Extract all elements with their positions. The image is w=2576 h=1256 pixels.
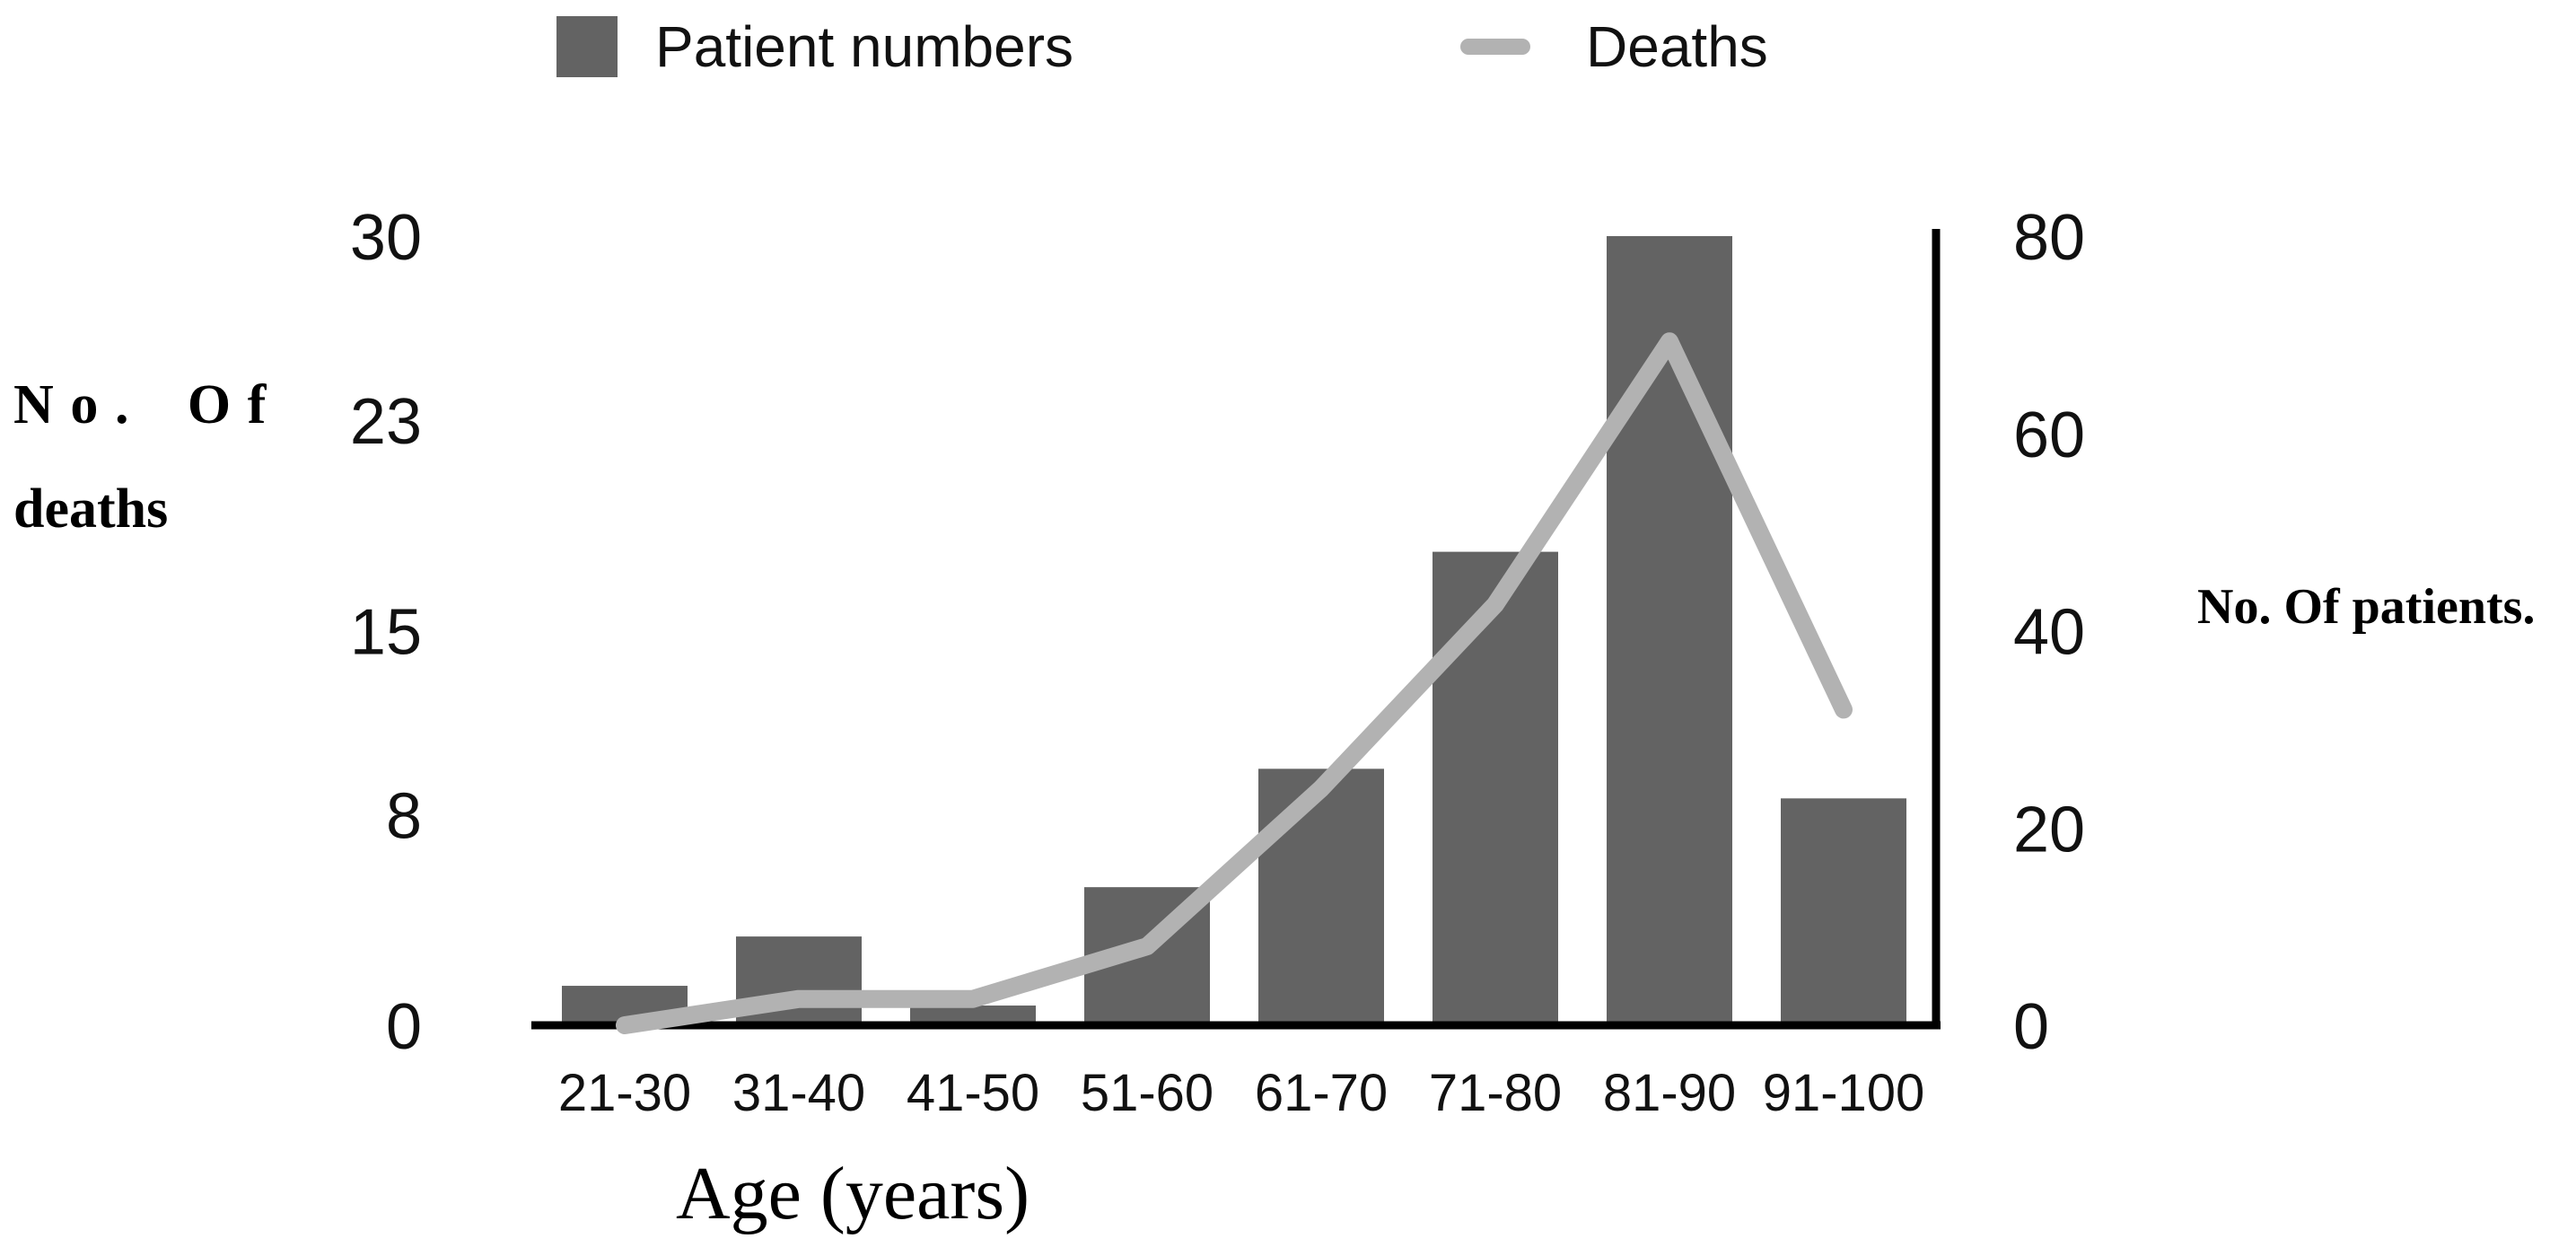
left-axis-title-word2: Of bbox=[187, 374, 283, 435]
x-axis-tick-31-40: 31-40 bbox=[732, 1064, 865, 1122]
deaths-line-swatch-icon bbox=[1460, 39, 1530, 55]
bar-71-80 bbox=[1433, 551, 1558, 1025]
x-axis-tick-51-60: 51-60 bbox=[1081, 1064, 1214, 1122]
legend-label-patients: Patient numbers bbox=[655, 14, 1074, 79]
right-axis-tick-0: 0 bbox=[2013, 991, 2049, 1063]
x-axis-tick-81-90: 81-90 bbox=[1603, 1064, 1736, 1122]
right-axis-tick-40: 40 bbox=[2013, 597, 2085, 669]
legend-item-patients: Patient numbers bbox=[556, 0, 1073, 93]
bar-61-70 bbox=[1258, 769, 1384, 1025]
deaths-line bbox=[616, 332, 1853, 1034]
left-axis-tick-23: 23 bbox=[350, 386, 422, 458]
left-axis-tick-15: 15 bbox=[350, 597, 422, 669]
right-axis-tick-20: 20 bbox=[2013, 794, 2085, 865]
legend-item-deaths: Deaths bbox=[1460, 0, 1768, 93]
x-axis-tick-71-80: 71-80 bbox=[1429, 1064, 1562, 1122]
bar-91-100 bbox=[1781, 798, 1906, 1025]
x-axis-tick-61-70: 61-70 bbox=[1255, 1064, 1388, 1122]
x-axis-tick-21-30: 21-30 bbox=[558, 1064, 691, 1122]
bar-81-90 bbox=[1607, 236, 1732, 1025]
right-axis-tick-60: 60 bbox=[2013, 400, 2085, 471]
x-axis-title: Age (years) bbox=[675, 1152, 1030, 1235]
left-axis-tick-0: 0 bbox=[386, 991, 422, 1063]
left-axis-title-line2: deaths bbox=[13, 479, 169, 540]
left-axis-tick-8: 8 bbox=[386, 781, 422, 853]
right-axis-tick-80: 80 bbox=[2013, 202, 2085, 274]
x-axis-tick-91-100: 91-100 bbox=[1763, 1064, 1925, 1122]
left-axis-title-word1: No. bbox=[13, 374, 146, 435]
right-axis-title: No. Of patients. bbox=[2197, 579, 2536, 635]
legend-label-deaths: Deaths bbox=[1586, 14, 1768, 79]
x-axis-tick-41-50: 41-50 bbox=[907, 1064, 1039, 1122]
left-axis-tick-30: 30 bbox=[350, 202, 422, 274]
left-axis-title-line1: No. Of bbox=[13, 377, 283, 433]
bar-41-50 bbox=[910, 1006, 1036, 1025]
patients-swatch-icon bbox=[556, 16, 618, 77]
